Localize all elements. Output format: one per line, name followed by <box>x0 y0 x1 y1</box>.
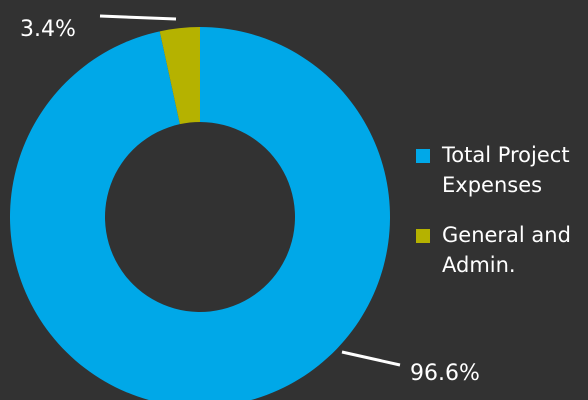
data-label: 3.4% <box>20 17 76 42</box>
legend-label: General and Admin. <box>442 223 571 277</box>
legend-label: Total Project Expenses <box>442 143 570 197</box>
legend-swatch <box>416 149 430 163</box>
leader-line <box>341 350 401 367</box>
legend: Total Project Expenses General and Admin… <box>416 140 588 300</box>
legend-item-total-project-expenses: Total Project Expenses <box>416 140 588 200</box>
data-label: 96.6% <box>410 361 480 386</box>
legend-item-general-and-admin: General and Admin. <box>416 220 588 280</box>
slice-total-project-expenses <box>10 27 390 400</box>
leader-line <box>99 14 177 21</box>
legend-swatch <box>416 229 430 243</box>
slice-general-and-admin <box>159 27 200 125</box>
